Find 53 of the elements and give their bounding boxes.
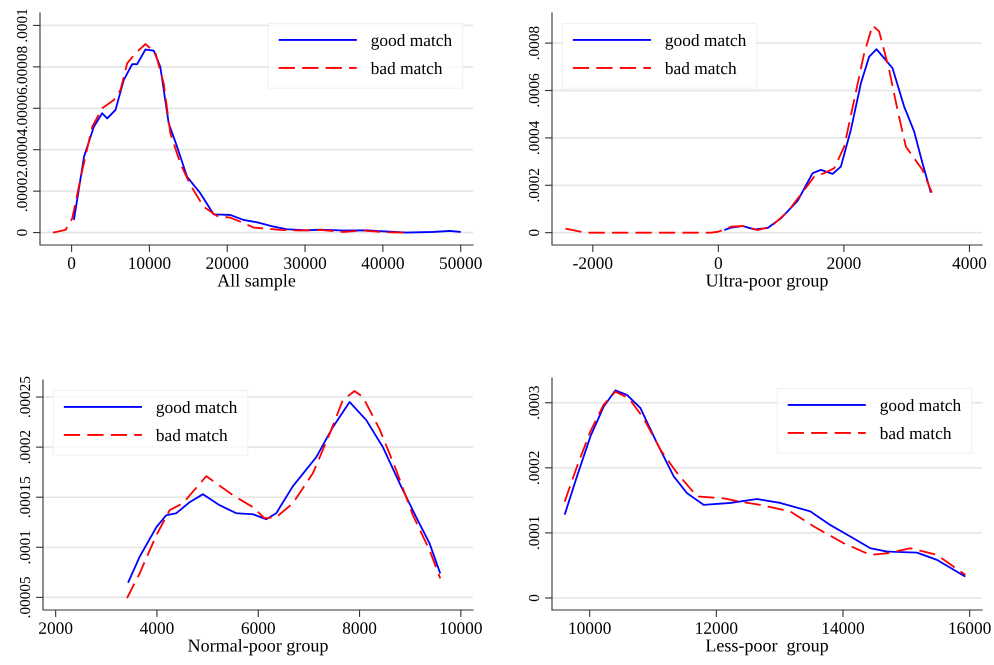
x-axis-title: Ultra-poor group bbox=[706, 274, 828, 290]
x-tick-label: 20000 bbox=[206, 257, 248, 270]
x-tick-label: 16000 bbox=[949, 622, 991, 634]
x-tick-label: 4000 bbox=[952, 257, 986, 270]
y-tick-label: .0002 bbox=[20, 430, 30, 464]
y-tick-label: .00002 bbox=[16, 170, 28, 212]
y-tick-label: .0008 bbox=[528, 26, 540, 60]
line-series bbox=[564, 24, 933, 234]
x-tick-label: 8000 bbox=[342, 622, 376, 634]
y-tick-label: .00025 bbox=[20, 376, 30, 418]
y-tick-label: 0 bbox=[528, 594, 540, 602]
legend-label: bad match bbox=[880, 426, 952, 440]
x-tick-label: 40000 bbox=[362, 257, 404, 270]
x-tick-label: 6000 bbox=[242, 622, 275, 634]
x-tick-label: 2000 bbox=[39, 622, 72, 634]
y-tick-label: .0002 bbox=[528, 451, 540, 484]
y-tick-label: .0003 bbox=[528, 386, 540, 419]
x-tick-label: 10000 bbox=[570, 622, 611, 634]
legend-label: bad match bbox=[370, 62, 442, 74]
x-tick-label: 30000 bbox=[284, 257, 326, 270]
x-axis-title: All sample bbox=[217, 274, 296, 290]
legend-label: bad match bbox=[664, 62, 736, 74]
y-tick-label: .0001 bbox=[16, 9, 28, 42]
x-tick-label: 0 bbox=[714, 257, 722, 270]
x-tick-label: 4000 bbox=[140, 622, 174, 634]
legend-label: bad match bbox=[156, 428, 228, 442]
legend-label: good match bbox=[371, 34, 452, 50]
x-tick-label: 12000 bbox=[696, 622, 738, 634]
legend-label: good match bbox=[156, 400, 238, 417]
x-tick-label: 50000 bbox=[440, 257, 482, 270]
y-tick-label: .00008 bbox=[16, 46, 28, 87]
y-tick-label: .00006 bbox=[16, 88, 28, 128]
y-tick-label: .00004 bbox=[16, 128, 28, 170]
x-tick-label: 10000 bbox=[129, 257, 170, 270]
y-tick-label: .0006 bbox=[528, 74, 540, 107]
y-tick-label: .0002 bbox=[528, 168, 540, 202]
y-tick-label: .0001 bbox=[20, 531, 30, 564]
legend-label: good match bbox=[880, 398, 961, 415]
y-tick-label: .0004 bbox=[528, 120, 540, 154]
y-tick-label: 0 bbox=[16, 229, 28, 236]
y-tick-label: .00005 bbox=[20, 576, 30, 618]
y-tick-label: 0 bbox=[528, 229, 540, 236]
x-axis-title: Normal-poor group bbox=[188, 638, 328, 656]
x-axis-title: Less-poor group bbox=[706, 640, 828, 656]
line-series bbox=[73, 48, 462, 234]
y-tick-label: .0001 bbox=[528, 516, 540, 550]
y-tick-label: .00015 bbox=[20, 476, 30, 518]
x-tick-label: 14000 bbox=[822, 622, 864, 634]
x-tick-label: 0 bbox=[68, 257, 76, 270]
legend-label: good match bbox=[666, 34, 746, 50]
x-tick-label: -2000 bbox=[573, 257, 612, 270]
x-tick-label: 10000 bbox=[440, 622, 482, 634]
x-tick-label: 2000 bbox=[827, 257, 861, 270]
